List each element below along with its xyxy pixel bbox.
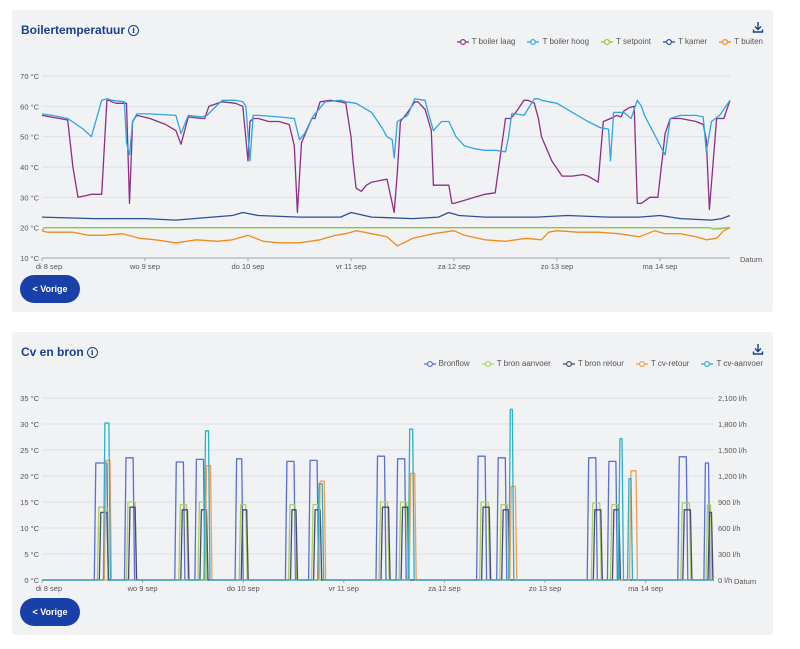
series-line: [41, 99, 731, 214]
x-tick-label: za 12 sep: [438, 262, 471, 271]
legend-swatch: [601, 38, 614, 45]
legend-label: T bron aanvoer: [496, 359, 551, 368]
series-line: [41, 227, 731, 232]
legend-swatch: [719, 38, 732, 45]
x-tick-label: do 10 sep: [227, 584, 260, 593]
y-tick-label: 5 °C: [24, 550, 39, 559]
legend-item[interactable]: T bron retour: [562, 359, 624, 368]
legend-label: T cv-retour: [650, 359, 690, 368]
series-line: [41, 227, 731, 247]
y-tick-label: 10 °C: [20, 254, 39, 263]
legend-item[interactable]: T cv-retour: [635, 359, 690, 368]
legend-swatch: [635, 360, 648, 367]
x-tick-label: do 10 sep: [232, 262, 265, 271]
series-line: [42, 501, 714, 581]
previous-button[interactable]: < Vorige: [20, 598, 80, 626]
series-line: [42, 455, 714, 581]
series-line: [42, 408, 714, 581]
cv-source-card: Cv en bron i Bronflow T bron aanvoer T bro…: [12, 332, 773, 635]
series-line: [41, 98, 731, 162]
x-tick-label: zo 13 sep: [529, 584, 562, 593]
y-tick-label: 20 °C: [20, 224, 39, 233]
legend-item[interactable]: T setpoint: [601, 37, 651, 46]
y2-tick-label: 2,100 l/h: [718, 394, 747, 403]
x-tick-label: ma 14 sep: [628, 584, 663, 593]
y-tick-label: 25 °C: [20, 446, 39, 455]
x-tick-label: zo 13 sep: [541, 262, 574, 271]
legend-swatch: [456, 38, 469, 45]
x-tick-label: ma 14 sep: [642, 262, 677, 271]
chart-legend: T boiler laag T boiler hoog T setpoint T ka…: [456, 37, 763, 46]
x-tick-label: za 12 sep: [428, 584, 461, 593]
download-icon[interactable]: [751, 342, 765, 356]
legend-label: T cv-aanvoer: [716, 359, 763, 368]
x-tick-label: wo 9 sep: [129, 262, 160, 271]
y2-tick-label: 600 l/h: [718, 524, 741, 533]
legend-label: T buiten: [734, 37, 763, 46]
x-tick-label: di 8 sep: [36, 262, 62, 271]
y-tick-label: 50 °C: [20, 133, 39, 142]
legend-label: T kamer: [678, 37, 708, 46]
card-title: Cv en bron i: [21, 345, 98, 359]
chart-title: Boilertemperatuur: [21, 23, 126, 37]
legend-item[interactable]: T boiler hoog: [527, 37, 589, 46]
y-tick-label: 70 °C: [20, 72, 39, 81]
y2-tick-label: 1,500 l/h: [718, 446, 747, 455]
y-tick-label: 20 °C: [20, 472, 39, 481]
y2-tick-label: 300 l/h: [718, 550, 741, 559]
legend-label: Bronflow: [438, 359, 470, 368]
legend-swatch: [663, 38, 676, 45]
legend-swatch: [701, 360, 714, 367]
legend-item[interactable]: T cv-aanvoer: [701, 359, 763, 368]
legend-item[interactable]: T buiten: [719, 37, 763, 46]
line-chart: 0 °C 5 °C 10 °C 15 °C 20 °C 25 °C 30 °C 35 °C 0 …: [20, 394, 756, 593]
legend-swatch: [527, 38, 540, 45]
legend-label: T boiler hoog: [542, 37, 590, 46]
chart-title: Cv en bron: [21, 345, 84, 359]
y-tick-label: 30 °C: [20, 420, 39, 429]
legend-swatch: [562, 360, 575, 367]
info-icon[interactable]: i: [128, 24, 140, 36]
download-icon[interactable]: [751, 20, 765, 34]
legend-item[interactable]: T bron aanvoer: [481, 359, 551, 368]
legend-item[interactable]: Bronflow: [423, 359, 470, 368]
series-line: [41, 211, 731, 221]
card-title: Boilertemperatuur i: [21, 23, 140, 37]
previous-button[interactable]: < Vorige: [20, 275, 80, 303]
boiler-temperature-card: Boilertemperatuur i T boiler laag T boile…: [12, 10, 773, 312]
x-tick-label: vr 11 sep: [329, 584, 359, 593]
y2-tick-label: 0 l/h: [718, 576, 732, 585]
y2-tick-label: 1,800 l/h: [718, 420, 747, 429]
legend-swatch: [423, 360, 436, 367]
chart-legend: Bronflow T bron aanvoer T bron retour T cv-…: [423, 359, 763, 368]
x-tick-label: di 8 sep: [36, 584, 62, 593]
y-tick-label: 15 °C: [20, 498, 39, 507]
x-tick-label: wo 9 sep: [127, 584, 158, 593]
legend-item[interactable]: T boiler laag: [456, 37, 516, 46]
line-chart: 10 °C 20 °C 30 °C 40 °C 50 °C 60 °C 70 °C di 8 …: [20, 72, 762, 271]
y-tick-label: 10 °C: [20, 524, 39, 533]
x-axis-label: Datum: [734, 577, 756, 586]
x-axis-label: Datum: [740, 255, 762, 264]
y2-tick-label: 1,200 l/h: [718, 472, 747, 481]
info-icon[interactable]: i: [86, 346, 98, 358]
y-tick-label: 40 °C: [20, 163, 39, 172]
legend-item[interactable]: T kamer: [663, 37, 707, 46]
x-tick-label: vr 11 sep: [336, 262, 366, 271]
series-line: [42, 506, 714, 581]
y-tick-label: 35 °C: [20, 394, 39, 403]
legend-label: T setpoint: [616, 37, 652, 46]
legend-label: T bron retour: [577, 359, 624, 368]
y-tick-label: 30 °C: [20, 193, 39, 202]
legend-swatch: [481, 360, 494, 367]
y2-tick-label: 900 l/h: [718, 498, 741, 507]
legend-label: T boiler laag: [471, 37, 516, 46]
y-tick-label: 0 °C: [24, 576, 39, 585]
y-tick-label: 60 °C: [20, 102, 39, 111]
